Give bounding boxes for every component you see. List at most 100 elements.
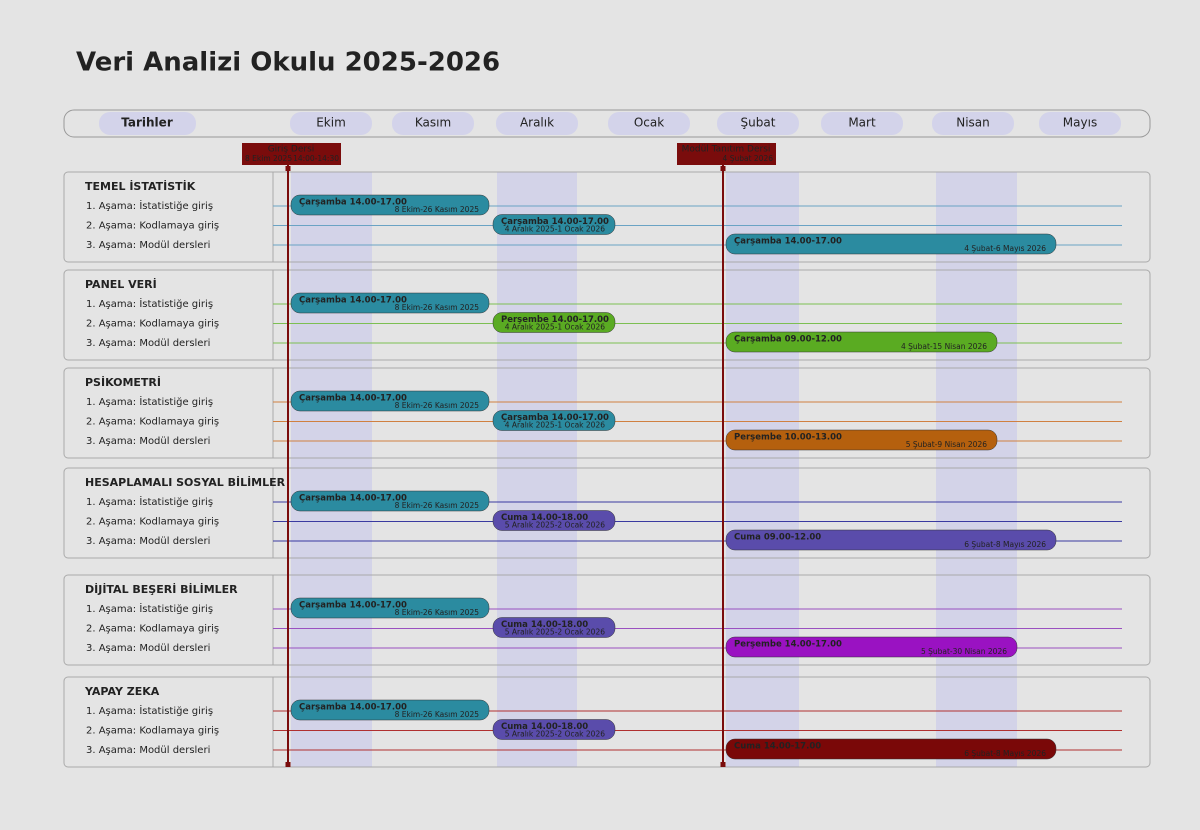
milestone-box — [242, 143, 341, 165]
session-time: Çarşamba 14.00-17.00 — [501, 217, 609, 227]
session-time: Cuma 14.00-18.00 — [501, 722, 588, 732]
session-dates: 4 Aralık 2025-1 Ocak 2026 — [505, 323, 605, 332]
stage-label: 2. Aşama: Kodlamaya giriş — [86, 624, 219, 635]
session-time: Cuma 14.00-18.00 — [501, 620, 588, 630]
stage-label: 3. Aşama: Modül dersleri — [86, 436, 210, 447]
stage-label: 3. Aşama: Modül dersleri — [86, 536, 210, 547]
session-time: Cuma 09.00-12.00 — [734, 533, 821, 543]
session-bar — [290, 390, 490, 412]
milestone-dot — [285, 762, 291, 767]
session-bar — [492, 410, 616, 431]
stage-label: 1. Aşama: İstatistiğe giriş — [86, 395, 213, 408]
month-pill — [496, 112, 578, 135]
month-label: Şubat — [741, 116, 776, 130]
session-time: Perşembe 14.00-17.00 — [501, 315, 609, 325]
session-dates: 4 Aralık 2025-1 Ocak 2026 — [505, 421, 605, 430]
group-title: YAPAY ZEKA — [84, 685, 160, 698]
group-title: TEMEL İSTATİSTİK — [85, 179, 196, 193]
stage-label: 3. Aşama: Modül dersleri — [86, 338, 210, 349]
session-bar — [492, 617, 616, 638]
session-bar — [725, 738, 1057, 760]
month-pill — [608, 112, 690, 135]
group-box — [63, 574, 1151, 666]
session-bar — [290, 699, 490, 721]
session-dates: 8 Ekim-26 Kasım 2025 — [395, 710, 480, 719]
stage-label: 1. Aşama: İstatistiğe giriş — [86, 199, 213, 212]
group-box — [63, 676, 1151, 768]
session-bar — [725, 529, 1057, 551]
month-band — [291, 172, 372, 767]
month-label: Ekim — [316, 116, 346, 130]
session-time: Çarşamba 14.00-17.00 — [734, 237, 842, 247]
month-pill — [392, 112, 474, 135]
session-bar — [290, 194, 490, 216]
session-dates: 4 Aralık 2025-1 Ocak 2026 — [505, 225, 605, 234]
group-box — [63, 171, 1151, 263]
title: Veri Analizi Okulu 2025-2026 — [76, 48, 500, 78]
group-title: HESAPLAMALI SOSYAL BİLİMLER — [85, 475, 286, 489]
session-dates: 5 Aralık 2025-2 Ocak 2026 — [505, 628, 605, 637]
session-bar — [492, 312, 616, 333]
session-bar — [290, 292, 490, 314]
session-time: Çarşamba 14.00-17.00 — [299, 198, 407, 208]
milestone-dot — [720, 166, 726, 171]
group-title: DİJİTAL BEŞERİ BİLİMLER — [85, 582, 238, 596]
header-pill — [99, 112, 196, 135]
milestone-title: Giriş Dersi — [268, 145, 315, 155]
session-bar — [725, 233, 1057, 255]
session-time: Çarşamba 14.00-17.00 — [299, 494, 407, 504]
session-dates: 4 Şubat-15 Nisan 2026 — [901, 342, 987, 351]
session-bar — [492, 510, 616, 531]
session-bar — [290, 597, 490, 619]
header-label: Tarihler — [121, 116, 173, 130]
session-dates: 5 Aralık 2025-2 Ocak 2026 — [505, 730, 605, 739]
session-dates: 5 Şubat-9 Nisan 2026 — [906, 440, 987, 449]
stage-label: 1. Aşama: İstatistiğe giriş — [86, 495, 213, 508]
stage-label: 2. Aşama: Kodlamaya giriş — [86, 221, 219, 232]
session-time: Çarşamba 14.00-17.00 — [299, 394, 407, 404]
month-label: Aralık — [520, 116, 554, 130]
group-box — [63, 269, 1151, 361]
month-band — [726, 172, 799, 767]
stage-label: 2. Aşama: Kodlamaya giriş — [86, 319, 219, 330]
session-time: Cuma 14.00-18.00 — [501, 513, 588, 523]
session-time: Çarşamba 14.00-17.00 — [299, 703, 407, 713]
header-row — [63, 109, 1151, 138]
month-pill — [290, 112, 372, 135]
session-dates: 4 Şubat-6 Mayıs 2026 — [964, 244, 1046, 253]
group-box — [63, 367, 1151, 459]
group-title: PSİKOMETRİ — [85, 375, 161, 389]
session-dates: 5 Aralık 2025-2 Ocak 2026 — [505, 521, 605, 530]
stage-label: 2. Aşama: Kodlamaya giriş — [86, 726, 219, 737]
session-bar — [492, 214, 616, 235]
milestone-dot — [720, 762, 726, 767]
month-band — [936, 172, 1017, 767]
session-dates: 8 Ekim-26 Kasım 2025 — [395, 205, 480, 214]
month-pill — [932, 112, 1014, 135]
session-time: Çarşamba 14.00-17.00 — [299, 601, 407, 611]
stage-label: 3. Aşama: Modül dersleri — [86, 745, 210, 756]
session-dates: 6 Şubat-8 Mayıs 2026 — [964, 540, 1046, 549]
stage-label: 1. Aşama: İstatistiğe giriş — [86, 602, 213, 615]
session-bar — [290, 490, 490, 512]
month-pill — [821, 112, 903, 135]
stage-label: 2. Aşama: Kodlamaya giriş — [86, 417, 219, 428]
stage-label: 1. Aşama: İstatistiğe giriş — [86, 704, 213, 717]
stage-label: 2. Aşama: Kodlamaya giriş — [86, 517, 219, 528]
session-time: Çarşamba 09.00-12.00 — [734, 335, 842, 345]
month-pill — [717, 112, 799, 135]
session-time: Çarşamba 14.00-17.00 — [299, 296, 407, 306]
session-bar — [725, 331, 998, 353]
session-dates: 8 Ekim-26 Kasım 2025 — [395, 608, 480, 617]
month-pill — [1039, 112, 1121, 135]
milestone-time: 14:00-14:30 — [293, 154, 339, 163]
session-dates: 6 Şubat-8 Mayıs 2026 — [964, 749, 1046, 758]
month-band — [497, 172, 577, 767]
session-bar — [725, 636, 1018, 658]
session-time: Cuma 14.00-17.00 — [734, 742, 821, 752]
month-label: Kasım — [415, 116, 451, 130]
session-time: Perşembe 10.00-13.00 — [734, 433, 842, 443]
stage-label: 3. Aşama: Modül dersleri — [86, 240, 210, 251]
